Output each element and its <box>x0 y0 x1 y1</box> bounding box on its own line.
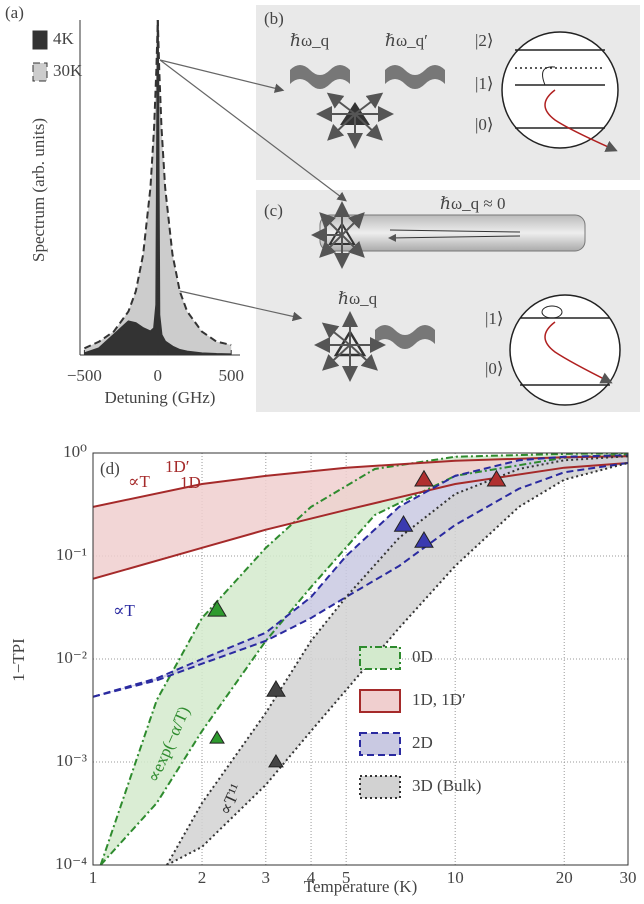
marker <box>209 730 225 744</box>
level-label: |1⟩ <box>485 309 504 328</box>
legend-swatch <box>32 30 48 50</box>
level-label: |0⟩ <box>485 359 504 378</box>
panel-label: (c) <box>264 201 283 220</box>
marker <box>266 680 286 697</box>
y-tick-label: 10⁻³ <box>56 751 87 770</box>
legend-swatch <box>359 732 401 756</box>
x-tick-label: −500 <box>67 366 102 385</box>
marker <box>414 469 434 487</box>
band-edge <box>93 461 628 580</box>
nanowire <box>319 214 586 252</box>
marker <box>393 515 414 532</box>
marker <box>207 599 227 617</box>
band-edge <box>99 453 628 865</box>
legend-label: 30K <box>53 61 83 80</box>
level-label: |0⟩ <box>475 115 494 134</box>
band-edge <box>93 454 628 698</box>
legend-label: 3D (Bulk) <box>412 776 481 795</box>
emission-arrows <box>311 201 365 269</box>
levels <box>515 49 605 129</box>
legend-label: 4K <box>53 29 75 48</box>
transition <box>542 66 556 86</box>
panel-label: (b) <box>264 9 284 28</box>
level-diagram <box>509 294 621 406</box>
y-tick-label: 10⁰ <box>63 442 87 461</box>
plot-frame <box>92 452 629 866</box>
phonon-label: ℏω_q <box>338 289 378 308</box>
annotation: 1D <box>180 473 201 492</box>
x-tick-label: 20 <box>556 868 573 887</box>
level-label: |2⟩ <box>475 31 494 50</box>
x-axis-label: Temperature (K) <box>304 877 418 896</box>
guided-mode <box>390 229 521 238</box>
phonon <box>385 65 445 89</box>
emission-arrows <box>314 311 386 382</box>
x-tick-label: 500 <box>218 366 244 385</box>
y-axis-label: 1−TPI <box>9 638 28 682</box>
x-tick-label: 1 <box>89 868 98 887</box>
phonon-label: ℏω_q <box>290 31 330 50</box>
band-edge <box>166 455 628 865</box>
y-tick-label: 10⁻² <box>56 648 87 667</box>
transition <box>541 305 563 319</box>
level-diagram <box>501 31 619 149</box>
link-arrows <box>159 59 347 322</box>
annotation: ∝T <box>128 472 151 491</box>
plot-clip <box>93 453 628 865</box>
marker <box>414 530 434 548</box>
emission-arrows <box>316 92 394 149</box>
phonon-label: ℏω_q′ <box>385 31 428 50</box>
annotation: 1D′ <box>165 457 190 476</box>
marker <box>268 754 284 768</box>
level-label: |1⟩ <box>475 74 494 93</box>
legend-label: 0D <box>412 647 433 666</box>
photon <box>544 89 618 152</box>
panel-label: (a) <box>5 3 24 22</box>
photon <box>544 321 613 384</box>
phonon-label: ℏω_q ≈ 0 <box>440 194 505 213</box>
y-axis-label: Spectrum (arb. units) <box>29 118 48 262</box>
x-tick-label: 0 <box>154 366 163 385</box>
legend-label: 1D, 1D′ <box>412 690 466 709</box>
area-outline <box>84 19 232 356</box>
y-tick-label: 10⁻¹ <box>56 545 87 564</box>
x-tick-label: 30 <box>620 868 637 887</box>
x-tick-label: 3 <box>262 868 271 887</box>
phonon <box>290 65 350 89</box>
x-axis-label: Detuning (GHz) <box>105 388 216 407</box>
legend-swatch <box>359 689 401 713</box>
band-edge <box>166 462 628 865</box>
x-tick-label: 4 <box>307 868 316 887</box>
band-fill <box>93 455 628 697</box>
levels <box>520 317 610 386</box>
x-tick-label: 2 <box>198 868 207 887</box>
legend-swatch <box>359 646 401 670</box>
legend-swatch <box>359 775 401 799</box>
band-fill <box>166 456 628 865</box>
annotation: ∝T <box>113 601 136 620</box>
band-fill <box>93 456 628 579</box>
panel-label: (d) <box>100 459 120 478</box>
legend-label: 2D <box>412 733 433 752</box>
y-tick-label: 10⁻⁴ <box>55 854 87 873</box>
x-tick-label: 5 <box>342 868 351 887</box>
x-tick-label: 10 <box>447 868 464 887</box>
marker <box>486 469 507 487</box>
legend-swatch <box>32 62 48 82</box>
phonon <box>375 325 435 349</box>
